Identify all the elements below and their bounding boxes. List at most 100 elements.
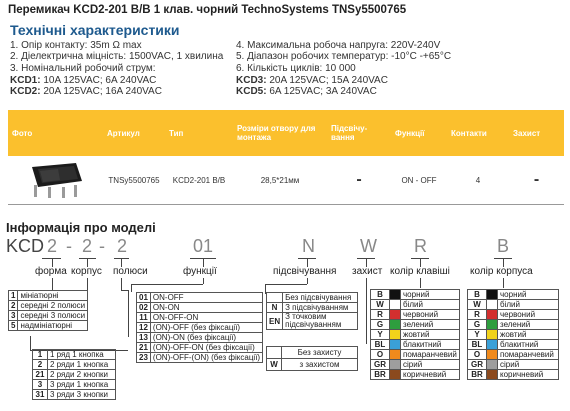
spec-kcd5: KCD5: 6A 125VAC; 3A 240VAC — [236, 86, 377, 97]
forms-table: 1 мініатюрні 2 середні 2 полюси 3 середні 3… — [7, 290, 89, 331]
list-item: 21 (ON)-OFF-ON (без фіксації) — [136, 342, 264, 353]
table-row: TNSy5500765 KCD2-201 B/B 28,5*21мм - ON … — [8, 156, 564, 205]
color-swatch — [389, 359, 401, 370]
spec-kcd2: KCD2: 20A 125VAC; 16A 240VAC — [10, 86, 162, 97]
color-swatch — [389, 349, 401, 360]
case-color-row: BL блакитний — [467, 339, 559, 350]
color-swatch — [486, 349, 498, 360]
list-item: EN З точковим підсвічуванням — [265, 312, 358, 330]
list-item: 02 ON-ON — [136, 302, 264, 313]
color-swatch — [486, 309, 498, 320]
header-lighting: Підсвічу-вання — [327, 110, 391, 156]
spec-line-4: 4. Максимальна робоча напруга: 220V-240V — [236, 40, 441, 51]
color-swatch — [486, 359, 498, 370]
product-photo — [8, 156, 103, 205]
code-form: 2 — [47, 236, 58, 256]
spec-line-2: 2. Діелектрична міцність: 1500VAC, 1 хви… — [10, 51, 224, 62]
key-color-row: BL блакитний — [370, 339, 460, 350]
cell-article: TNSy5500765 — [103, 156, 165, 205]
color-swatch — [486, 339, 498, 350]
list-item: 5 надмініатюрні — [7, 320, 89, 331]
list-item: 3 середні 3 полюси — [7, 310, 89, 321]
color-swatch — [486, 369, 498, 380]
page-title: Перемикач KCD2-201 B/B 1 клав. чорний Te… — [8, 4, 407, 16]
color-swatch — [486, 329, 498, 340]
code-prot: W — [360, 236, 377, 256]
cell-protection: - — [509, 156, 564, 205]
cell-functions: ON - OFF — [391, 156, 447, 205]
label-key-color: колір клавіші — [390, 266, 450, 277]
label-case-color: колір корпуса — [470, 266, 533, 277]
case-color-row: GR сірий — [467, 359, 559, 370]
spec-line-1: 1. Опір контакту: 35m Ω max — [10, 40, 142, 51]
color-swatch — [389, 299, 401, 310]
spec-kcd1: KCD1: 10A 125VAC; 6A 240VAC — [10, 75, 157, 86]
header-article: Артикул — [103, 110, 165, 156]
list-item: Без захисту — [266, 346, 358, 359]
code-dash-1: - — [66, 236, 72, 256]
spec-kcd3: KCD3: 20A 125VAC; 15A 240VAC — [236, 75, 388, 86]
header-contacts: Контакти — [447, 110, 509, 156]
case-color-row: BR коричневий — [467, 369, 559, 380]
list-item: 23 (ON)-OFF-(ON) (без фіксації) — [136, 352, 264, 363]
color-swatch — [389, 309, 401, 320]
code-key: R — [414, 236, 427, 256]
cell-lighting: - — [327, 156, 391, 205]
color-swatch — [486, 289, 498, 300]
list-item: 01 ON-OFF — [136, 292, 264, 303]
label-protection: захист — [352, 266, 383, 277]
functions-table: 01 ON-OFF 02 ON-ON 11 ON-OFF-ON 12 (ON)-OFF … — [136, 292, 264, 363]
color-swatch — [389, 369, 401, 380]
label-functions: функції — [183, 266, 217, 277]
list-item: 12 (ON)-OFF (без фіксації) — [136, 322, 264, 333]
label-body: корпус — [71, 266, 102, 277]
table-header-row: Фото Артикул Тип Розміри отвору для монт… — [8, 110, 564, 156]
cell-contacts: 4 — [447, 156, 509, 205]
key-color-row: BR коричневий — [370, 369, 460, 380]
label-form: форма — [35, 266, 67, 277]
color-swatch — [389, 329, 401, 340]
list-item: 13 (ON)-ON (без фіксації) — [136, 332, 264, 343]
code-func: 01 — [193, 236, 214, 256]
model-info-heading: Інформація про моделі — [6, 220, 156, 235]
code-poles: 2 — [117, 236, 128, 256]
color-swatch — [389, 319, 401, 330]
label-poles: полюси — [113, 266, 148, 277]
key-color-row: GR сірий — [370, 359, 460, 370]
spec-line-3: 3. Номінальний робочий струм: — [10, 63, 156, 74]
color-swatch — [389, 339, 401, 350]
list-item: 31 3 ряди 3 кнопки — [32, 389, 117, 400]
code-case: B — [497, 236, 510, 256]
spec-line-6: 6. Кількість циклів: 10 000 — [236, 63, 356, 74]
list-item: 1 мініатюрні — [7, 290, 89, 301]
cell-hole-size: 28,5*21мм — [233, 156, 327, 205]
header-type: Тип — [165, 110, 233, 156]
specs-heading: Технічні характеристики — [10, 22, 180, 38]
list-item: 11 ON-OFF-ON — [136, 312, 264, 323]
header-hole-size: Розміри отвору для монтажа — [233, 110, 327, 156]
label-lighting: підсвічування — [273, 266, 337, 277]
product-table: Фото Артикул Тип Розміри отвору для монт… — [8, 110, 564, 205]
spec-line-5: 5. Діапазон робочих температур: -10°C -+… — [236, 51, 452, 62]
code-body: 2 — [82, 236, 93, 256]
color-swatch — [486, 299, 498, 310]
list-item: 21 2 ряди 2 кнопки — [32, 369, 117, 380]
header-protection: Захист — [509, 110, 564, 156]
list-item: Без підсвічування — [265, 292, 358, 303]
code-dash-2: - — [99, 236, 105, 256]
